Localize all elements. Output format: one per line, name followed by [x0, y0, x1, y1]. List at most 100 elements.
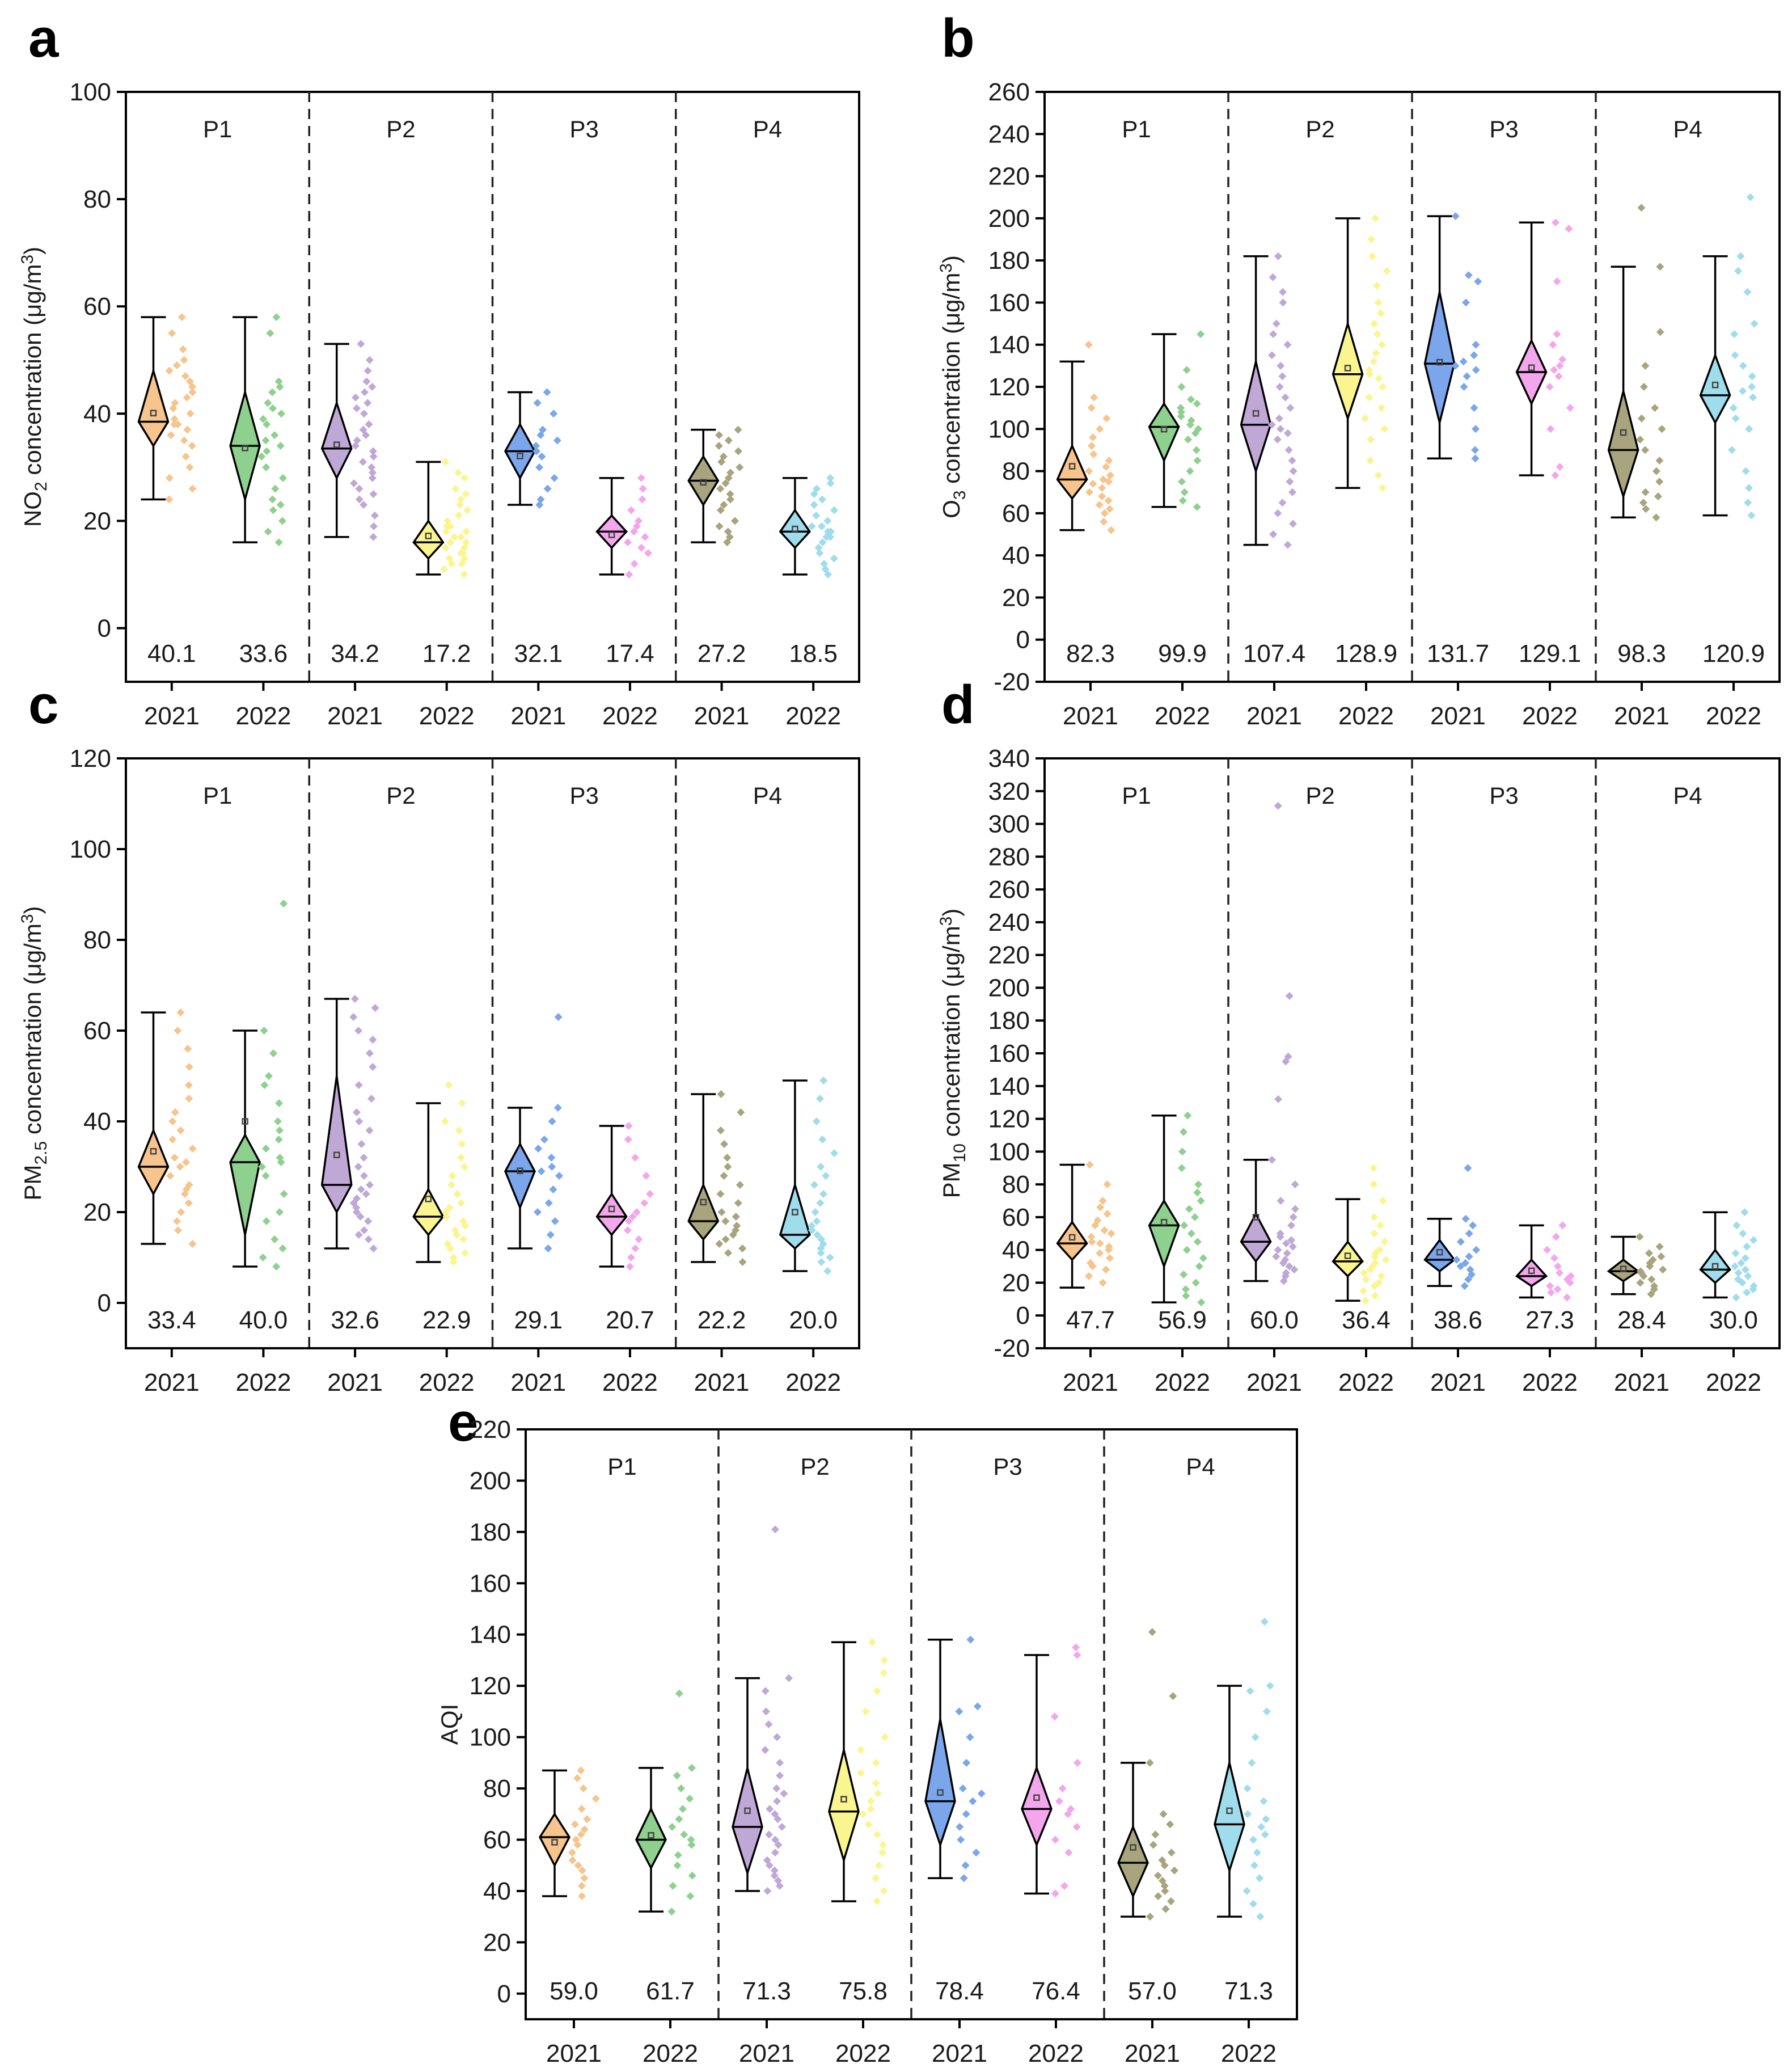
data-point	[177, 1208, 185, 1216]
y-tick-label: 260	[988, 78, 1030, 106]
iqr-diamond	[779, 508, 812, 550]
data-point	[364, 1235, 373, 1243]
mean-value-label: 76.4	[1032, 1977, 1080, 2005]
y-tick-label: -20	[994, 668, 1030, 696]
data-point	[813, 484, 821, 493]
data-point	[637, 474, 645, 482]
data-point	[810, 1181, 818, 1189]
data-point	[1274, 1246, 1282, 1254]
data-point	[1269, 530, 1278, 538]
data-point	[1739, 387, 1747, 395]
data-point	[445, 1081, 453, 1089]
mean-marker	[1344, 365, 1351, 372]
data-point	[688, 1871, 696, 1880]
mean-marker	[1528, 364, 1535, 371]
group-label-p3: P3	[569, 782, 598, 809]
box-p1-2021	[137, 1008, 197, 1248]
data-point	[1148, 1628, 1156, 1636]
data-point	[1180, 1128, 1188, 1136]
data-point	[368, 383, 377, 391]
data-point	[1466, 1265, 1474, 1274]
data-point	[359, 425, 367, 434]
data-point	[1193, 1188, 1202, 1197]
y-tick-label: 180	[988, 247, 1030, 275]
data-point	[780, 1790, 788, 1798]
data-point	[726, 495, 734, 504]
data-point	[771, 1525, 779, 1534]
y-tick-label: 40	[83, 400, 111, 428]
box-p4-2021	[1607, 204, 1666, 522]
iqr-diamond	[137, 367, 170, 448]
data-point	[276, 1126, 284, 1134]
data-point	[1249, 1900, 1258, 1908]
data-point	[1749, 1282, 1758, 1290]
data-point	[721, 479, 730, 488]
data-point	[732, 1213, 740, 1221]
data-point	[1556, 463, 1564, 471]
y-tick-label: 200	[470, 1467, 511, 1495]
y-tick-label: 100	[988, 415, 1030, 443]
box-p2-2021	[320, 340, 379, 541]
data-point	[1465, 1229, 1473, 1238]
x-tick-label: 2021	[510, 1369, 566, 1396]
data-point	[770, 1871, 779, 1880]
y-axis-label: O3 concentration (μg/m3)	[937, 255, 969, 518]
data-point	[183, 425, 192, 434]
data-point	[873, 1830, 882, 1839]
data-point	[817, 522, 826, 530]
data-point	[463, 506, 471, 514]
data-point	[1100, 509, 1109, 517]
data-point	[687, 1841, 696, 1849]
data-point	[174, 1226, 183, 1234]
data-point	[1374, 298, 1383, 307]
data-point	[635, 1235, 643, 1243]
data-point	[1744, 1272, 1752, 1280]
data-point	[188, 484, 197, 493]
mean-value-label: 99.9	[1158, 640, 1207, 668]
data-point	[819, 1077, 828, 1084]
y-axis-label-part: PM	[938, 1162, 965, 1198]
data-point	[351, 393, 360, 402]
data-point	[1180, 488, 1189, 496]
data-point	[721, 1217, 730, 1225]
data-point	[1459, 357, 1468, 366]
box-p4-2021	[1117, 1628, 1178, 1921]
data-point	[1558, 1221, 1567, 1230]
mean-value-label: 107.4	[1243, 640, 1305, 668]
data-point	[445, 1204, 454, 1212]
data-point	[272, 1263, 281, 1271]
panel-letter: b	[941, 8, 975, 69]
iqr-diamond	[412, 1187, 445, 1237]
x-tick-label: 2022	[785, 1369, 841, 1396]
data-point	[738, 1244, 747, 1252]
data-point	[969, 1797, 977, 1805]
data-point	[1089, 433, 1097, 442]
y-tick-label: 60	[83, 293, 111, 320]
group-label-p4: P4	[753, 116, 782, 142]
data-point	[1197, 330, 1205, 339]
y-tick-label: 60	[483, 1826, 511, 1854]
data-point	[1086, 1259, 1094, 1267]
data-point	[168, 1117, 177, 1125]
group-label-p2: P2	[1305, 782, 1334, 809]
data-point	[1187, 416, 1195, 425]
mean-marker	[517, 453, 523, 459]
mean-marker	[1436, 358, 1443, 366]
data-point	[720, 1172, 728, 1180]
data-point	[1088, 1238, 1096, 1246]
data-point	[715, 442, 723, 450]
data-point	[462, 490, 470, 499]
data-point	[1461, 298, 1470, 307]
x-tick-label: 2022	[1706, 1369, 1761, 1396]
mean-value-label: 32.1	[514, 640, 563, 668]
data-point	[1553, 1262, 1562, 1271]
data-point	[1067, 1805, 1075, 1813]
data-point	[674, 1851, 682, 1859]
data-point	[632, 1208, 641, 1216]
data-point	[360, 388, 369, 396]
data-point	[1269, 330, 1278, 339]
y-axis-label-part: )	[19, 906, 46, 914]
data-point	[1550, 1254, 1558, 1263]
data-point	[826, 479, 835, 488]
data-point	[1471, 454, 1480, 463]
